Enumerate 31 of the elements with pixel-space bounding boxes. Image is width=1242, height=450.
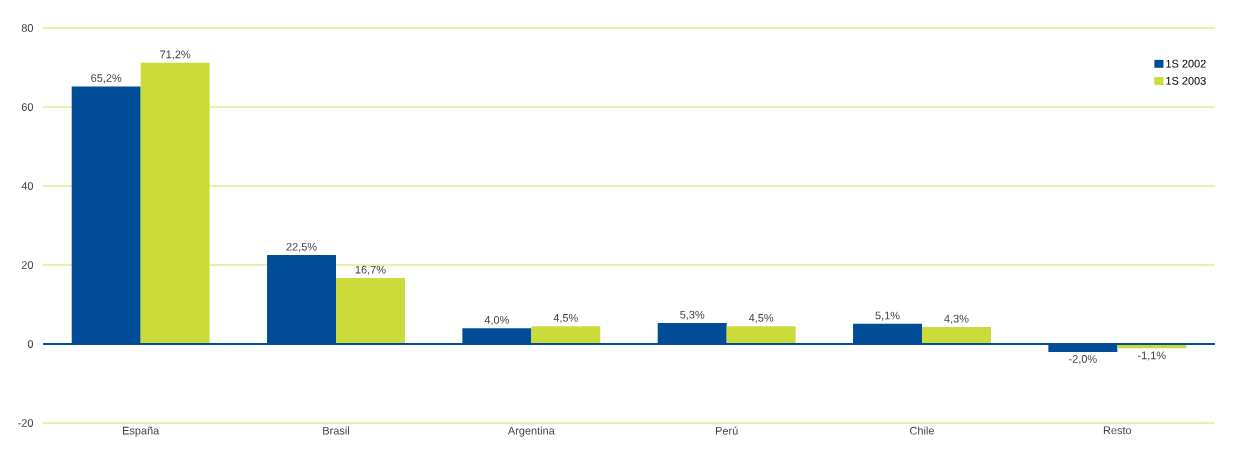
data-label: 4,5% [748,314,774,324]
bar [921,327,991,344]
data-label: 4,0% [484,315,509,325]
data-label: 65,2% [91,74,122,84]
bar [336,278,405,344]
data-label: 4,5% [553,314,578,324]
y-tick-label: 0 [27,340,34,348]
bar [726,326,796,344]
x-tick-label: España [122,426,160,437]
data-label: 22,5% [286,242,317,252]
y-tick-label: 40 [21,182,34,190]
data-label: -1,1% [1137,351,1166,361]
y-tick-label: -20 [18,419,34,427]
y-tick-label: 80 [21,24,34,32]
y-tick-label: 60 [21,103,34,111]
data-label: 5,3% [680,310,705,320]
data-label: 5,1% [875,311,900,321]
bar [531,326,601,344]
x-tick-label: Argentina [507,426,555,437]
x-tick-label: Resto [1103,426,1132,435]
legend-label: 1S 2002 [1166,59,1206,68]
data-label: 4,3% [944,314,969,324]
bar [140,62,210,344]
legend-label: 1S 2003 [1166,76,1206,85]
data-label: -2,0% [1069,355,1097,365]
y-tick-label: 20 [21,261,34,269]
data-label: 16,7% [355,265,386,275]
data-label: 71,2% [160,50,191,60]
x-tick-label: Perú [715,426,738,435]
x-tick-label: Chile [910,426,934,435]
x-tick-label: Brasil [323,426,349,435]
